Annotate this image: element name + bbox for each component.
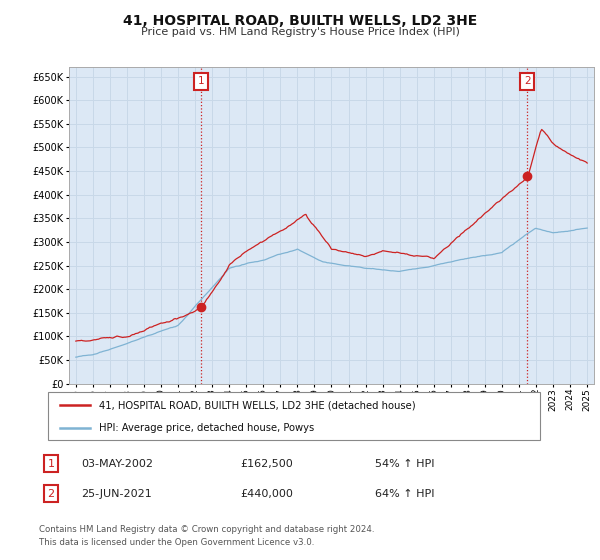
Text: Price paid vs. HM Land Registry's House Price Index (HPI): Price paid vs. HM Land Registry's House … [140,27,460,37]
Text: 03-MAY-2002: 03-MAY-2002 [81,459,153,469]
Text: 1: 1 [47,459,55,469]
Text: 64% ↑ HPI: 64% ↑ HPI [375,489,434,499]
Text: Contains HM Land Registry data © Crown copyright and database right 2024.
This d: Contains HM Land Registry data © Crown c… [39,525,374,547]
Text: 2: 2 [524,76,530,86]
Text: HPI: Average price, detached house, Powys: HPI: Average price, detached house, Powy… [99,423,314,433]
Text: 54% ↑ HPI: 54% ↑ HPI [375,459,434,469]
Text: 41, HOSPITAL ROAD, BUILTH WELLS, LD2 3HE (detached house): 41, HOSPITAL ROAD, BUILTH WELLS, LD2 3HE… [99,400,416,410]
Text: £162,500: £162,500 [240,459,293,469]
Text: £440,000: £440,000 [240,489,293,499]
Text: 25-JUN-2021: 25-JUN-2021 [81,489,152,499]
Text: 41, HOSPITAL ROAD, BUILTH WELLS, LD2 3HE: 41, HOSPITAL ROAD, BUILTH WELLS, LD2 3HE [123,14,477,28]
Text: 2: 2 [47,489,55,499]
Text: 1: 1 [198,76,205,86]
